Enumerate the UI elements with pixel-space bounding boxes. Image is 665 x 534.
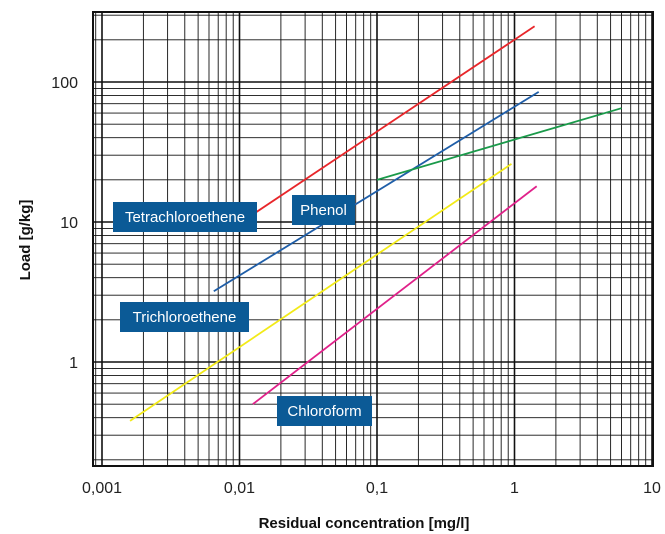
series-label-tetrachloroethene: Tetrachloroethene — [113, 202, 257, 232]
series-label-text: Phenol — [300, 202, 347, 219]
x-tick-label: 0,001 — [82, 480, 122, 497]
series-label-box — [120, 302, 249, 332]
series-labels: Tetrachloroethene Phenol Trichloroethene Ch… — [113, 195, 372, 426]
x-tick-label: 0,1 — [366, 480, 388, 497]
plot-frame — [92, 11, 654, 467]
grid — [93, 12, 653, 466]
x-tick-labels: 0,001 0,01 0,1 1 10 — [82, 480, 661, 497]
x-axis-title: Residual concentration [mg/l] — [259, 515, 470, 532]
series-label-box — [277, 396, 372, 426]
series-label-trichloroethene: Trichloroethene — [120, 302, 249, 332]
y-axis-title: Load [g/kg] — [17, 200, 34, 281]
x-tick-label: 1 — [510, 480, 519, 497]
series-line-unlabelled-2 — [376, 107, 622, 181]
series-line-trichloroethene — [129, 163, 512, 422]
series-label-text: Trichloroethene — [133, 309, 237, 326]
series-label-phenol: Phenol — [292, 195, 355, 225]
y-tick-label: 10 — [60, 215, 78, 232]
y-tick-labels: 1 10 100 — [51, 75, 78, 372]
y-tick-label: 1 — [69, 355, 78, 372]
series-label-box — [113, 202, 257, 232]
series-label-text: Chloroform — [287, 403, 361, 420]
series-line-tetrachloroethene — [231, 25, 536, 230]
y-tick-label: 100 — [51, 75, 78, 92]
x-tick-label: 0,01 — [224, 480, 255, 497]
series-label-box — [292, 195, 355, 225]
x-tick-label: 10 — [643, 480, 661, 497]
series-label-chloroform: Chloroform — [277, 396, 372, 426]
series-label-text: Tetrachloroethene — [125, 209, 245, 226]
series-line-chloroform — [252, 185, 538, 405]
series-layer — [129, 25, 622, 422]
series-line-phenol — [213, 91, 540, 293]
